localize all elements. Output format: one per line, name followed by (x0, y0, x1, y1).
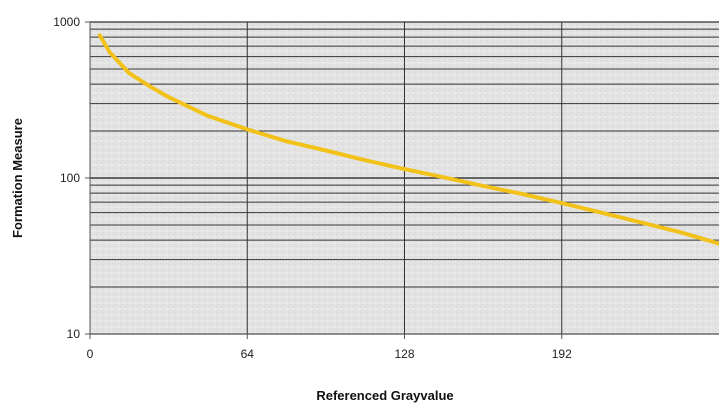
x-tick-label: 64 (241, 347, 255, 361)
y-tick-label: 10 (67, 327, 81, 341)
x-tick-label: 0 (87, 347, 94, 361)
y-tick-label: 100 (60, 171, 80, 185)
y-axis-title: Formation Measure (10, 118, 25, 238)
y-tick-label: 1000 (53, 15, 80, 29)
x-tick-label: 128 (394, 347, 414, 361)
grid (89, 21, 719, 335)
x-tick-label: 192 (552, 347, 572, 361)
tick-layer: 0 64 128 192 10 100 1000 (53, 15, 572, 361)
x-axis-title: Referenced Grayvalue (316, 388, 453, 403)
